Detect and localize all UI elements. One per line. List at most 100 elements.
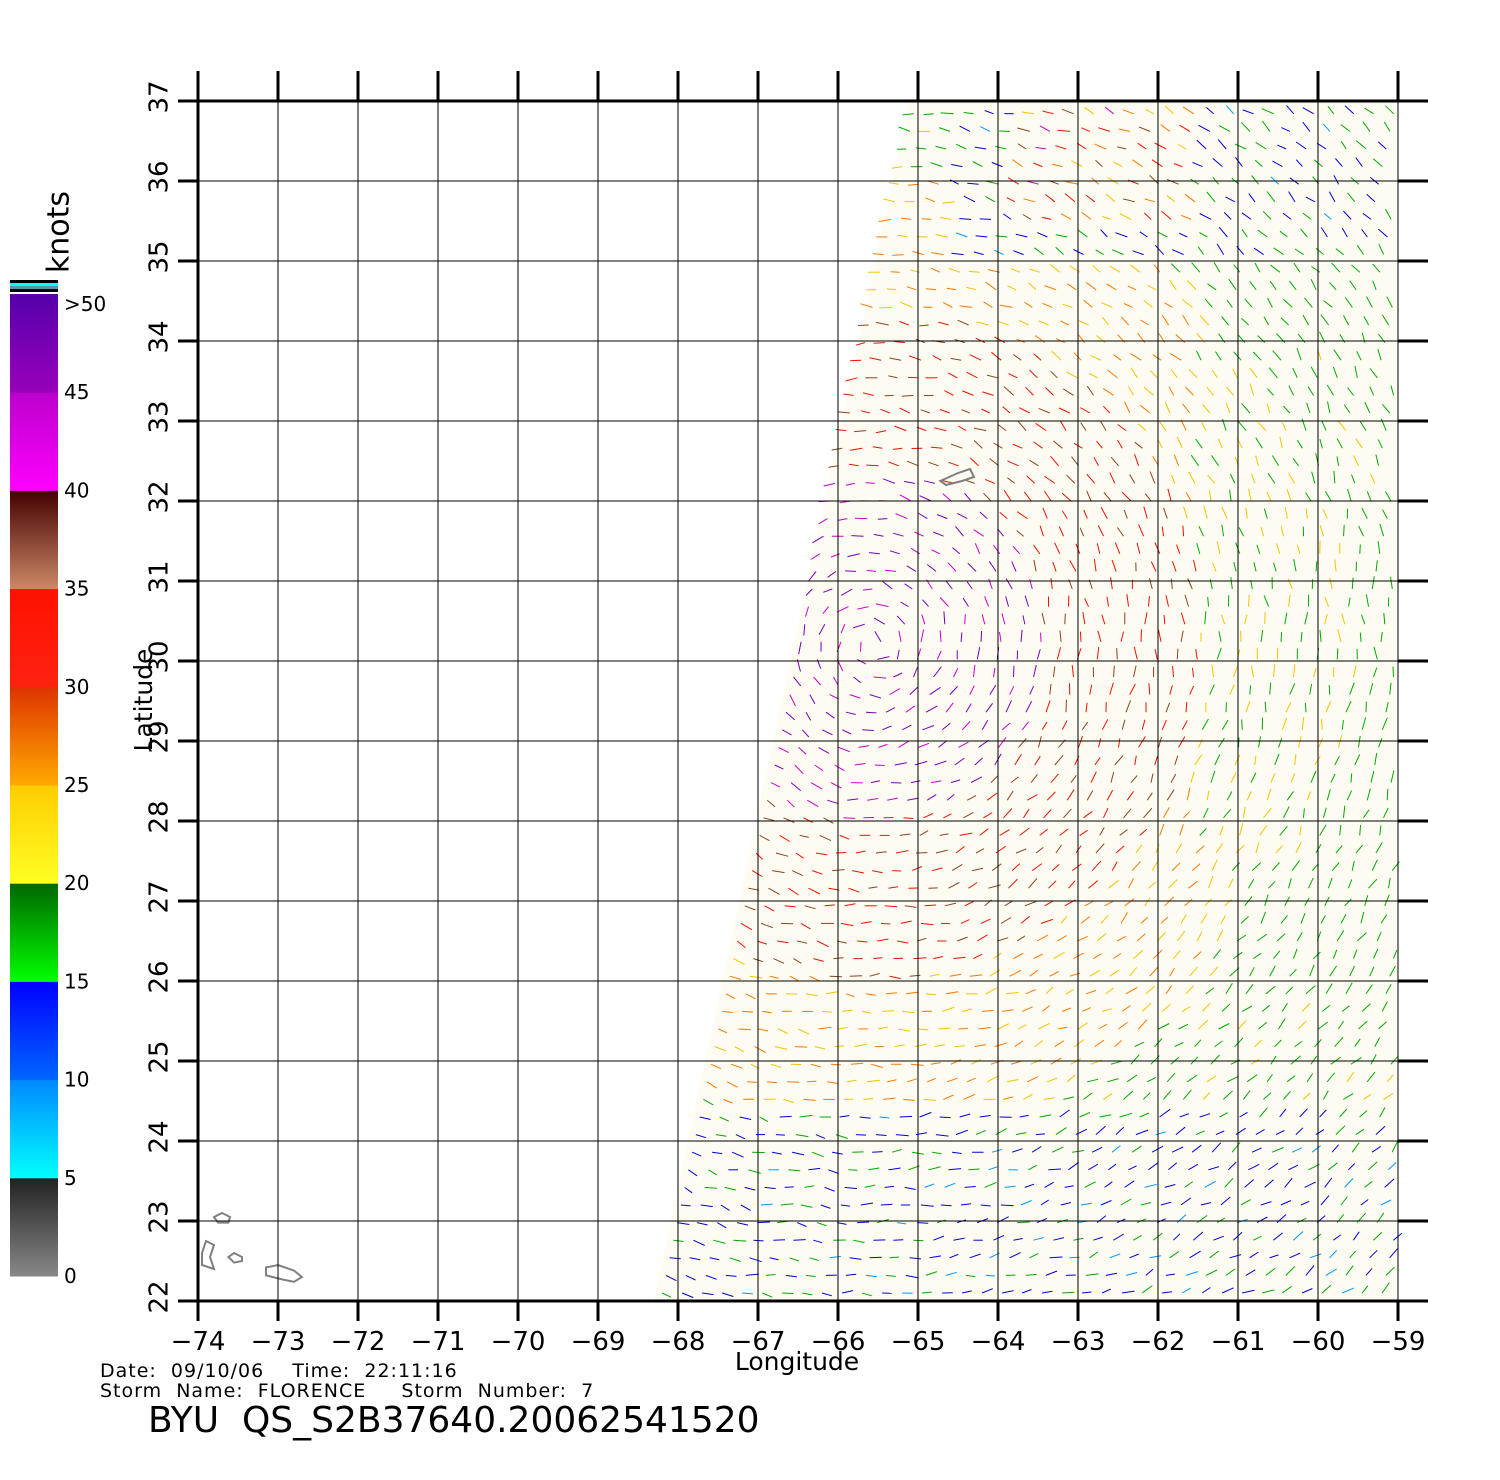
wind-vector [1235, 157, 1243, 167]
wind-vector [1007, 460, 1019, 467]
wind-vector [948, 461, 959, 467]
wind-vector [1295, 842, 1302, 854]
wind-vector [1159, 823, 1165, 836]
wind-vector [984, 110, 994, 115]
wind-vector [818, 1026, 832, 1030]
wind-vector [1301, 1003, 1311, 1012]
wind-vector [1082, 1291, 1092, 1294]
wind-vector [1230, 577, 1233, 590]
wind-vector [1359, 824, 1362, 836]
wind-vector [1204, 298, 1213, 308]
wind-vector [975, 848, 985, 854]
wind-vector [974, 146, 987, 150]
wind-vector [875, 603, 889, 608]
wind-vector [1001, 722, 1011, 731]
wind-vector [1220, 915, 1227, 924]
wind-vector [980, 630, 983, 642]
wind-vector [968, 882, 978, 889]
wind-vector [1198, 1019, 1209, 1030]
wind-vector [1151, 859, 1159, 871]
wind-vector [1323, 213, 1332, 220]
wind-vector [960, 632, 963, 642]
wind-vector [724, 1186, 736, 1191]
wind-vector [1311, 863, 1319, 871]
wind-vector [1242, 807, 1246, 818]
wind-vector [1352, 949, 1358, 959]
wind-vector [1381, 717, 1388, 730]
wind-vector [1185, 386, 1194, 396]
wind-vector [770, 1063, 782, 1068]
wind-vector [1068, 880, 1076, 889]
wind-vector [901, 217, 912, 220]
wind-vector [1018, 407, 1031, 414]
wind-vector [910, 1063, 924, 1066]
wind-vector [887, 797, 898, 801]
wind-vector [1251, 474, 1256, 484]
wind-vector [877, 518, 888, 520]
wind-vector [1136, 542, 1141, 554]
wind-vector [820, 1204, 831, 1209]
wind-vector [1306, 1073, 1314, 1083]
wind-vector [1352, 1231, 1360, 1241]
wind-vector [1384, 1178, 1395, 1188]
wind-vector [1205, 987, 1215, 995]
wind-vector [1334, 559, 1337, 572]
wind-vector [1195, 1130, 1205, 1136]
wind-vector [891, 166, 903, 169]
wind-vector [1216, 243, 1225, 255]
wind-vector [1165, 1273, 1175, 1276]
wind-vector [1331, 1144, 1339, 1153]
wind-vector [798, 641, 802, 655]
wind-vector [868, 886, 878, 889]
wind-vector [1179, 1113, 1190, 1118]
wind-vector [904, 480, 915, 484]
wind-vector [1351, 577, 1354, 590]
wind-vector [1010, 1060, 1023, 1065]
y-tick-label: 36 [145, 160, 175, 193]
wind-vector [822, 1010, 833, 1013]
wind-vector [1305, 1265, 1315, 1276]
wind-vector [966, 371, 978, 379]
wind-vector [1003, 489, 1012, 502]
wind-vector [907, 797, 918, 801]
wind-vector [1056, 935, 1067, 942]
wind-vector [1179, 124, 1191, 132]
wind-vector [900, 601, 909, 608]
wind-vector [1286, 1075, 1296, 1083]
wind-vector [967, 182, 979, 185]
wind-vector [1026, 794, 1038, 801]
wind-vector [1150, 773, 1154, 783]
wind-vector [1109, 265, 1121, 273]
wind-vector [872, 253, 884, 256]
wind-vector [893, 532, 904, 537]
wind-vector [778, 1028, 788, 1034]
wind-vector [807, 1080, 817, 1083]
wind-vector [957, 425, 967, 432]
wind-vector [926, 794, 937, 801]
wind-vector [1361, 1003, 1371, 1012]
wind-vector [1360, 911, 1365, 924]
wind-vector [1294, 754, 1297, 766]
wind-vector [1164, 302, 1173, 308]
wind-vector [1223, 212, 1232, 220]
wind-vector [860, 410, 870, 414]
wind-vector [1211, 664, 1215, 678]
wind-vector [1375, 1125, 1386, 1135]
wind-vector [1070, 775, 1077, 783]
wind-vector [1023, 198, 1036, 203]
wind-vector [1002, 1290, 1014, 1294]
wind-vector [1272, 160, 1283, 168]
wind-vector [1042, 507, 1048, 519]
wind-vector [1349, 1250, 1356, 1259]
wind-vector [969, 457, 979, 467]
wind-vector [1028, 1164, 1038, 1171]
wind-vector [1279, 230, 1288, 238]
wind-vector [1304, 297, 1313, 308]
wind-vector [1262, 210, 1272, 220]
wind-vector [1172, 665, 1175, 678]
wind-vector [1344, 1178, 1354, 1188]
wind-vector [930, 780, 942, 784]
wind-vector [892, 254, 904, 256]
wind-vector [1266, 403, 1271, 414]
wind-vector [1088, 880, 1099, 889]
